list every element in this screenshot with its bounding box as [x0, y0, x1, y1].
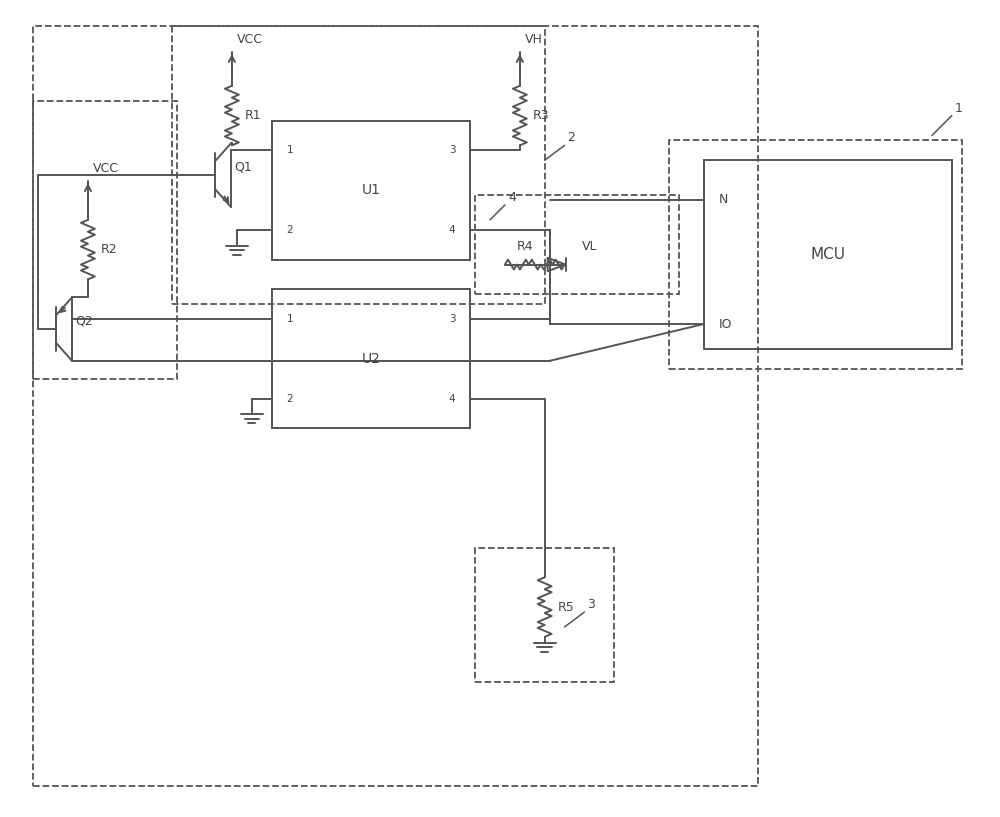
- Text: R3: R3: [533, 109, 549, 122]
- Text: 4: 4: [449, 394, 455, 404]
- Bar: [475, 547, 614, 681]
- Bar: [475, 195, 679, 294]
- Bar: [669, 141, 962, 368]
- Text: 1: 1: [955, 101, 963, 114]
- Text: 4: 4: [449, 225, 455, 234]
- Bar: [704, 160, 952, 349]
- Text: R1: R1: [245, 109, 261, 122]
- Text: Q2: Q2: [75, 315, 93, 328]
- Bar: [172, 26, 545, 304]
- Text: IO: IO: [718, 318, 732, 331]
- Text: 3: 3: [587, 598, 595, 611]
- Bar: [272, 121, 470, 260]
- Text: R2: R2: [101, 243, 117, 256]
- Bar: [33, 100, 177, 379]
- Text: 2: 2: [568, 132, 575, 145]
- Text: 3: 3: [449, 145, 455, 155]
- Text: N: N: [718, 194, 728, 207]
- Text: Q1: Q1: [234, 161, 252, 174]
- Text: VL: VL: [582, 239, 597, 252]
- Text: VCC: VCC: [237, 33, 263, 46]
- Text: 2: 2: [287, 394, 293, 404]
- Text: R5: R5: [558, 600, 574, 614]
- Bar: [272, 289, 470, 428]
- Text: U1: U1: [361, 183, 380, 197]
- Text: 2: 2: [287, 225, 293, 234]
- Text: MCU: MCU: [810, 247, 845, 262]
- Text: U2: U2: [361, 352, 380, 366]
- Text: 4: 4: [508, 191, 516, 204]
- Text: 1: 1: [287, 145, 293, 155]
- Bar: [33, 26, 758, 786]
- Text: VH: VH: [525, 33, 543, 46]
- Text: R4: R4: [517, 239, 533, 252]
- Text: 1: 1: [287, 314, 293, 324]
- Text: VCC: VCC: [93, 162, 119, 175]
- Text: 3: 3: [449, 314, 455, 324]
